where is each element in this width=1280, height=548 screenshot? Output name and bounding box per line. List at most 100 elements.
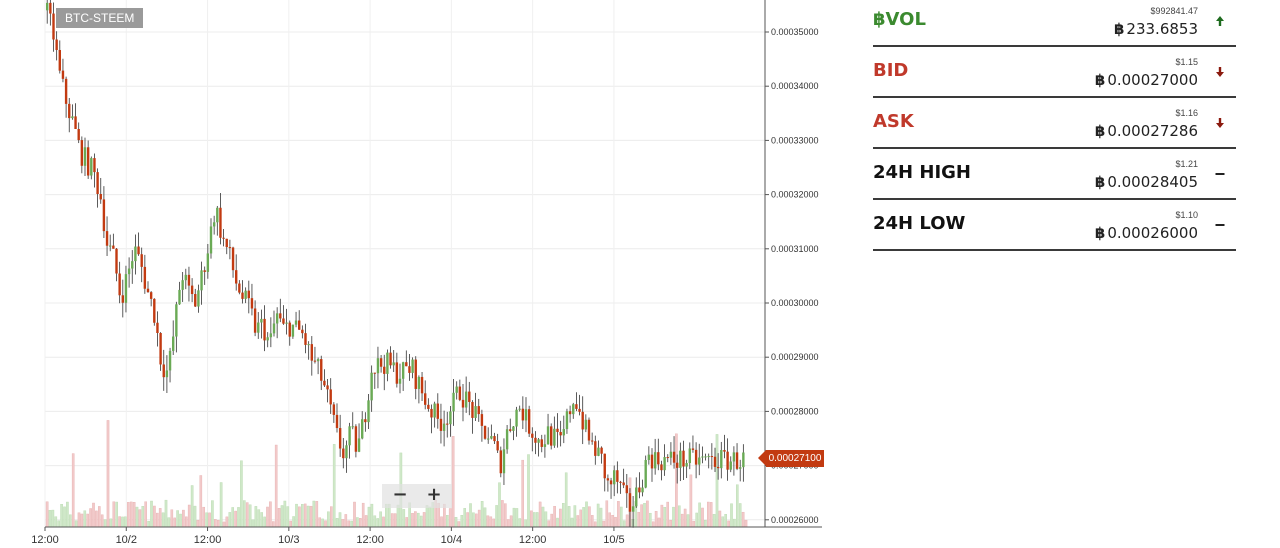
volume-bar xyxy=(512,507,516,528)
volume-bar xyxy=(715,434,719,528)
volume-bar xyxy=(440,516,443,528)
candle-body xyxy=(524,409,528,421)
candlestick-chart-canvas[interactable]: 0.00035000 0.00034000 0.00033000 0.00032000… xyxy=(0,0,830,548)
candle-body xyxy=(628,493,632,512)
candle-body xyxy=(672,451,676,463)
candle-body xyxy=(597,447,600,456)
candle-body xyxy=(216,207,219,223)
candle-body xyxy=(74,116,77,129)
stat-row-24h-high: 24H HIGH $1.21 ฿ 0.00028405 xyxy=(873,153,1236,200)
candle-body xyxy=(578,408,581,412)
y-tick-label: 0.00031000 xyxy=(771,244,819,254)
stat-usd-24h-low: $1.10 xyxy=(1175,210,1198,220)
candle-body xyxy=(436,403,439,419)
candle-body xyxy=(351,426,354,428)
candle-body xyxy=(716,466,720,469)
candle-body xyxy=(682,450,685,467)
volume-bar xyxy=(318,517,322,528)
volume-bar xyxy=(71,453,75,528)
candle-body xyxy=(301,329,304,334)
candle-body xyxy=(294,320,298,325)
candle-body xyxy=(732,452,736,462)
candle-body xyxy=(676,462,679,468)
candle-body xyxy=(464,391,468,408)
candle-body xyxy=(373,372,376,374)
last-price-value: 0.00027100 xyxy=(766,450,824,467)
volume-bar xyxy=(266,506,269,528)
volume-bar xyxy=(573,505,577,528)
candle-body xyxy=(86,147,90,176)
candle-body xyxy=(93,158,96,173)
candle-body xyxy=(131,261,134,269)
candle-body xyxy=(197,290,200,307)
candle-body xyxy=(401,362,405,379)
zoom-controls: − + xyxy=(382,484,452,508)
candle-body xyxy=(496,441,499,451)
volume-bar xyxy=(741,511,745,528)
x-tick-label: 12:00 xyxy=(194,534,222,546)
volume-bar xyxy=(126,502,130,528)
dash-icon xyxy=(1215,224,1225,226)
volume-bar xyxy=(483,507,487,528)
candle-body xyxy=(219,207,222,238)
volume-bar xyxy=(678,505,681,528)
volume-bar xyxy=(649,512,652,528)
volume-bar xyxy=(422,512,426,528)
volume-bar xyxy=(330,506,333,528)
zoom-out-button[interactable]: − xyxy=(392,484,408,505)
volume-bar xyxy=(80,513,84,528)
candle-body xyxy=(46,2,49,11)
stat-label-bid: BID xyxy=(873,60,909,81)
volume-bar xyxy=(118,516,121,528)
stat-label-volume: ฿VOL xyxy=(873,9,926,30)
volume-bar xyxy=(274,444,278,528)
bitcoin-icon: ฿ xyxy=(1094,224,1106,242)
volume-bar xyxy=(184,516,188,528)
candle-body xyxy=(559,431,562,436)
candle-body xyxy=(739,467,742,469)
volume-bar xyxy=(298,506,301,528)
volume-bar xyxy=(663,507,667,528)
volume-bar xyxy=(153,505,156,528)
candle-body xyxy=(109,245,112,247)
volume-bar xyxy=(100,514,104,528)
volume-bar xyxy=(222,521,226,528)
volume-bar xyxy=(364,515,368,528)
volume-bar xyxy=(190,485,194,528)
volume-bar xyxy=(83,510,87,528)
volume-bar xyxy=(309,505,313,528)
volume-bar xyxy=(158,508,162,528)
price-chart[interactable]: 0.00035000 0.00034000 0.00033000 0.00032000… xyxy=(0,0,830,548)
candle-body xyxy=(379,358,383,367)
volume-bar xyxy=(97,506,101,528)
candle-body xyxy=(172,336,175,351)
volume-bar xyxy=(303,503,307,528)
zoom-in-button[interactable]: + xyxy=(426,484,442,505)
volume-bar xyxy=(686,514,690,528)
volume-bar xyxy=(419,515,423,528)
candle-body xyxy=(121,295,124,303)
volume-bar xyxy=(344,514,348,528)
volume-bar xyxy=(283,500,287,528)
volume-bar xyxy=(315,501,319,528)
volume-bar xyxy=(373,515,377,528)
volume-bar xyxy=(74,520,78,528)
volume-bar xyxy=(553,506,556,528)
volume-bar xyxy=(518,518,522,528)
volume-bar xyxy=(147,520,150,528)
candle-body xyxy=(52,13,55,40)
volume-bar xyxy=(666,501,669,528)
volume-bar xyxy=(730,503,733,528)
candle-body xyxy=(323,380,326,386)
volume-bar xyxy=(263,516,266,528)
candle-body xyxy=(660,464,663,471)
volume-bar xyxy=(417,512,420,528)
candle-body xyxy=(354,426,358,452)
volume-bar xyxy=(176,510,179,528)
candle-body xyxy=(68,103,71,119)
candle-body xyxy=(647,454,651,460)
volume-bar xyxy=(379,511,382,528)
candle-body xyxy=(338,428,342,449)
candle-body xyxy=(540,439,543,447)
volume-bar xyxy=(219,482,223,528)
